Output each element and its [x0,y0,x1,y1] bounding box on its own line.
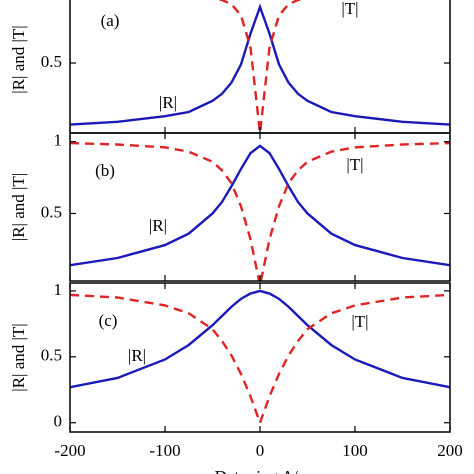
x-tick-label: 200 [437,441,463,460]
x-tick-label: -100 [149,441,180,460]
curve [70,289,450,389]
annotation: |T| [341,0,358,18]
x-axis-label: Detuning Δ/γ [215,467,306,474]
x-tick-label: -200 [54,441,85,460]
annotation: |T| [351,312,368,331]
plot [70,289,450,427]
x-tick-label: 100 [342,441,368,460]
plot [70,141,450,281]
y-axis-label: |R| and |T| [9,323,28,391]
annotation: (a) [101,11,120,30]
y-tick-label: 1 [54,131,63,150]
curve [70,3,450,126]
curve [70,293,450,427]
y-tick-label: 0 [54,412,63,431]
annotation: |R| [159,93,177,112]
annotation: (c) [99,311,118,330]
y-tick-label: 1 [54,280,63,299]
plot [70,0,450,133]
axes-frame [69,0,451,134]
y-tick-label: 0.5 [41,52,62,71]
annotation: |T| [346,155,363,174]
curve [70,141,450,281]
annotation: (b) [95,161,115,180]
y-axis-label: |R| and |T| [9,25,28,93]
axes-frame [69,132,451,282]
curve [217,0,303,133]
y-tick-label: 0.5 [41,346,62,365]
y-tick-label: 0.5 [41,202,62,221]
annotation: |R| [128,346,146,365]
curve [70,144,450,267]
annotation: |R| [149,216,167,235]
x-tick-label: 0 [256,441,265,460]
y-axis-label: |R| and |T| [9,173,28,241]
